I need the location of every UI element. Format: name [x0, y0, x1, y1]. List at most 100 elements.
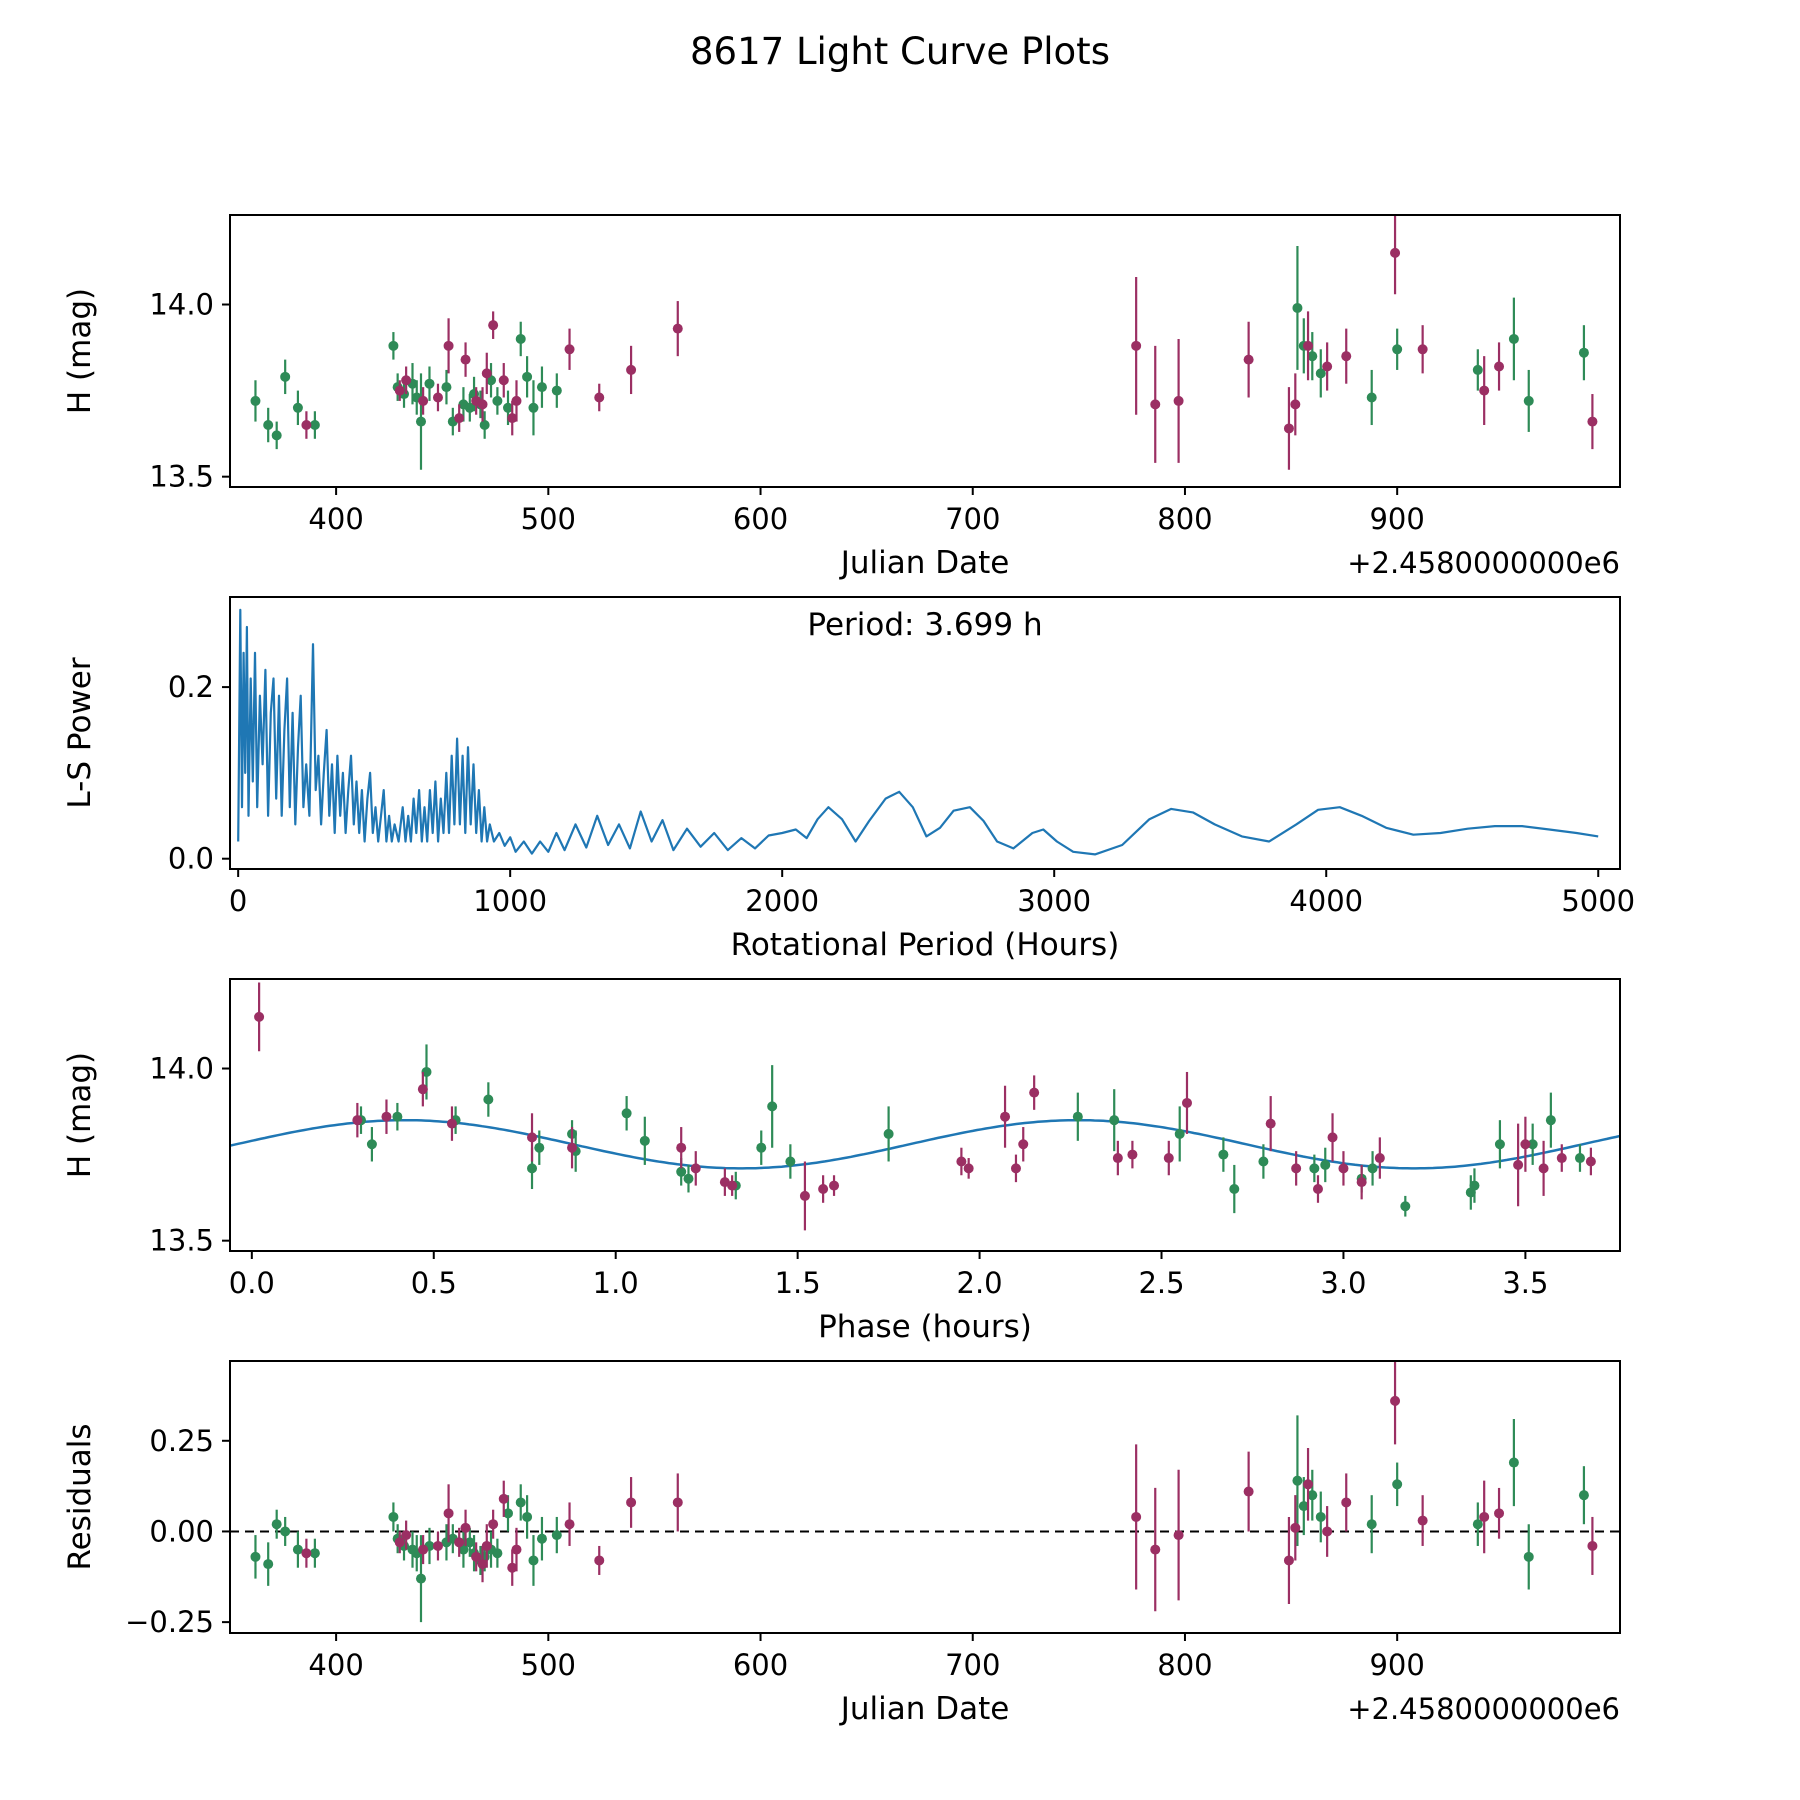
y-tick-label: −0.25	[125, 1605, 214, 1639]
data-point	[481, 1540, 492, 1551]
data-point	[464, 1537, 475, 1548]
data-point	[394, 385, 405, 396]
data-point	[1527, 1139, 1538, 1150]
data-point	[534, 1142, 545, 1153]
data-point	[1322, 1526, 1333, 1537]
data-point	[460, 1522, 471, 1533]
data-point	[690, 1163, 701, 1174]
data-point	[1472, 1519, 1483, 1530]
data-point	[515, 333, 526, 344]
data-point	[1513, 1159, 1524, 1170]
data-point	[271, 1519, 282, 1530]
data-point	[503, 1508, 513, 1519]
data-point	[309, 420, 320, 431]
x-tick-label: 0.0	[229, 1266, 275, 1300]
data-point	[594, 392, 605, 403]
data-point	[551, 1530, 562, 1541]
data-point	[1587, 1540, 1598, 1551]
y-tick-labels: 0.0 0.2	[168, 670, 230, 876]
x-tick-labels: 400 500 600 700 800 900	[308, 487, 1425, 536]
x-tick-label: 3.0	[1320, 1266, 1366, 1300]
x-tick-label: 500	[521, 1648, 576, 1682]
data-point	[1265, 1118, 1276, 1129]
y-tick-labels: −0.25 0.00 0.25	[125, 1424, 230, 1639]
axes-frame	[229, 978, 1621, 1252]
data-point	[1000, 1111, 1011, 1122]
data-point	[1366, 1519, 1377, 1530]
x-tick-label: 800	[1157, 502, 1212, 536]
data-point	[483, 1094, 494, 1105]
data-point	[1283, 423, 1294, 434]
data-point	[527, 1163, 538, 1174]
data-point	[250, 395, 261, 406]
panel-jd-vs-mag: 400 500 600 700 800 900 13.5 14.0 Julian Date H (…	[62, 214, 1621, 581]
data-point	[1283, 1555, 1294, 1566]
data-point	[263, 420, 274, 431]
data-point	[1307, 351, 1318, 362]
plot-area-phase-folded	[230, 982, 1620, 1231]
data-point	[676, 1166, 687, 1177]
data-point	[1538, 1163, 1549, 1174]
data-point	[1298, 1501, 1309, 1512]
data-point	[417, 1084, 428, 1095]
data-point	[1556, 1153, 1567, 1164]
data-point	[676, 1142, 687, 1153]
x-tick-label: 0.5	[411, 1266, 457, 1300]
data-point	[1327, 1132, 1338, 1143]
y-tick-labels: 13.5 14.0	[149, 1052, 230, 1258]
data-point	[301, 1548, 312, 1559]
data-point	[1520, 1139, 1531, 1150]
data-point	[1417, 1515, 1428, 1526]
y-tick-label: 0.25	[149, 1424, 214, 1458]
data-point	[1131, 340, 1142, 351]
data-point	[507, 1562, 518, 1573]
data-point	[454, 1537, 465, 1548]
x-tick-label: 0	[229, 884, 247, 918]
data-point	[432, 1540, 443, 1551]
series-purple	[301, 215, 1598, 470]
series-green	[250, 1415, 1589, 1623]
data-point	[1150, 399, 1161, 410]
period-annotation: Period: 3.699 h	[807, 607, 1042, 643]
data-point	[785, 1156, 796, 1167]
data-point	[292, 402, 303, 413]
data-point	[1258, 1156, 1269, 1167]
data-point	[528, 402, 539, 413]
data-point	[498, 1493, 509, 1504]
data-point	[1072, 1111, 1083, 1122]
data-point	[432, 392, 443, 403]
data-point	[1545, 1115, 1556, 1126]
data-point	[498, 375, 509, 386]
data-point	[1523, 1551, 1534, 1562]
x-tick-label: 2.5	[1138, 1266, 1184, 1300]
data-point	[1585, 1156, 1596, 1167]
data-point	[477, 399, 488, 410]
data-point	[1574, 1153, 1585, 1164]
data-point	[1010, 1163, 1021, 1174]
x-tick-labels: 0 1000 2000 3000 4000 5000	[229, 869, 1635, 918]
data-point	[301, 420, 312, 431]
data-point	[1307, 1490, 1318, 1501]
data-point	[963, 1163, 974, 1174]
x-tick-label: 700	[945, 502, 1000, 536]
data-point	[446, 1118, 457, 1129]
data-point	[1174, 1128, 1185, 1139]
x-axis-label: Phase (hours)	[818, 1309, 1032, 1345]
data-point	[1479, 385, 1490, 396]
series-purple	[301, 1361, 1598, 1612]
data-point	[1131, 1511, 1142, 1522]
data-point	[381, 1111, 392, 1122]
data-point	[1390, 1395, 1401, 1406]
data-point	[756, 1142, 767, 1153]
y-tick-label: 0.0	[168, 842, 214, 876]
data-point	[271, 430, 282, 441]
data-point	[401, 375, 412, 386]
x-tick-label: 800	[1157, 1648, 1212, 1682]
x-tick-label: 900	[1369, 1648, 1424, 1682]
axes-frame	[229, 596, 1621, 870]
plot-area-residuals	[230, 1361, 1620, 1623]
data-point	[1508, 333, 1519, 344]
data-point	[511, 395, 522, 406]
data-point	[1309, 1163, 1320, 1174]
